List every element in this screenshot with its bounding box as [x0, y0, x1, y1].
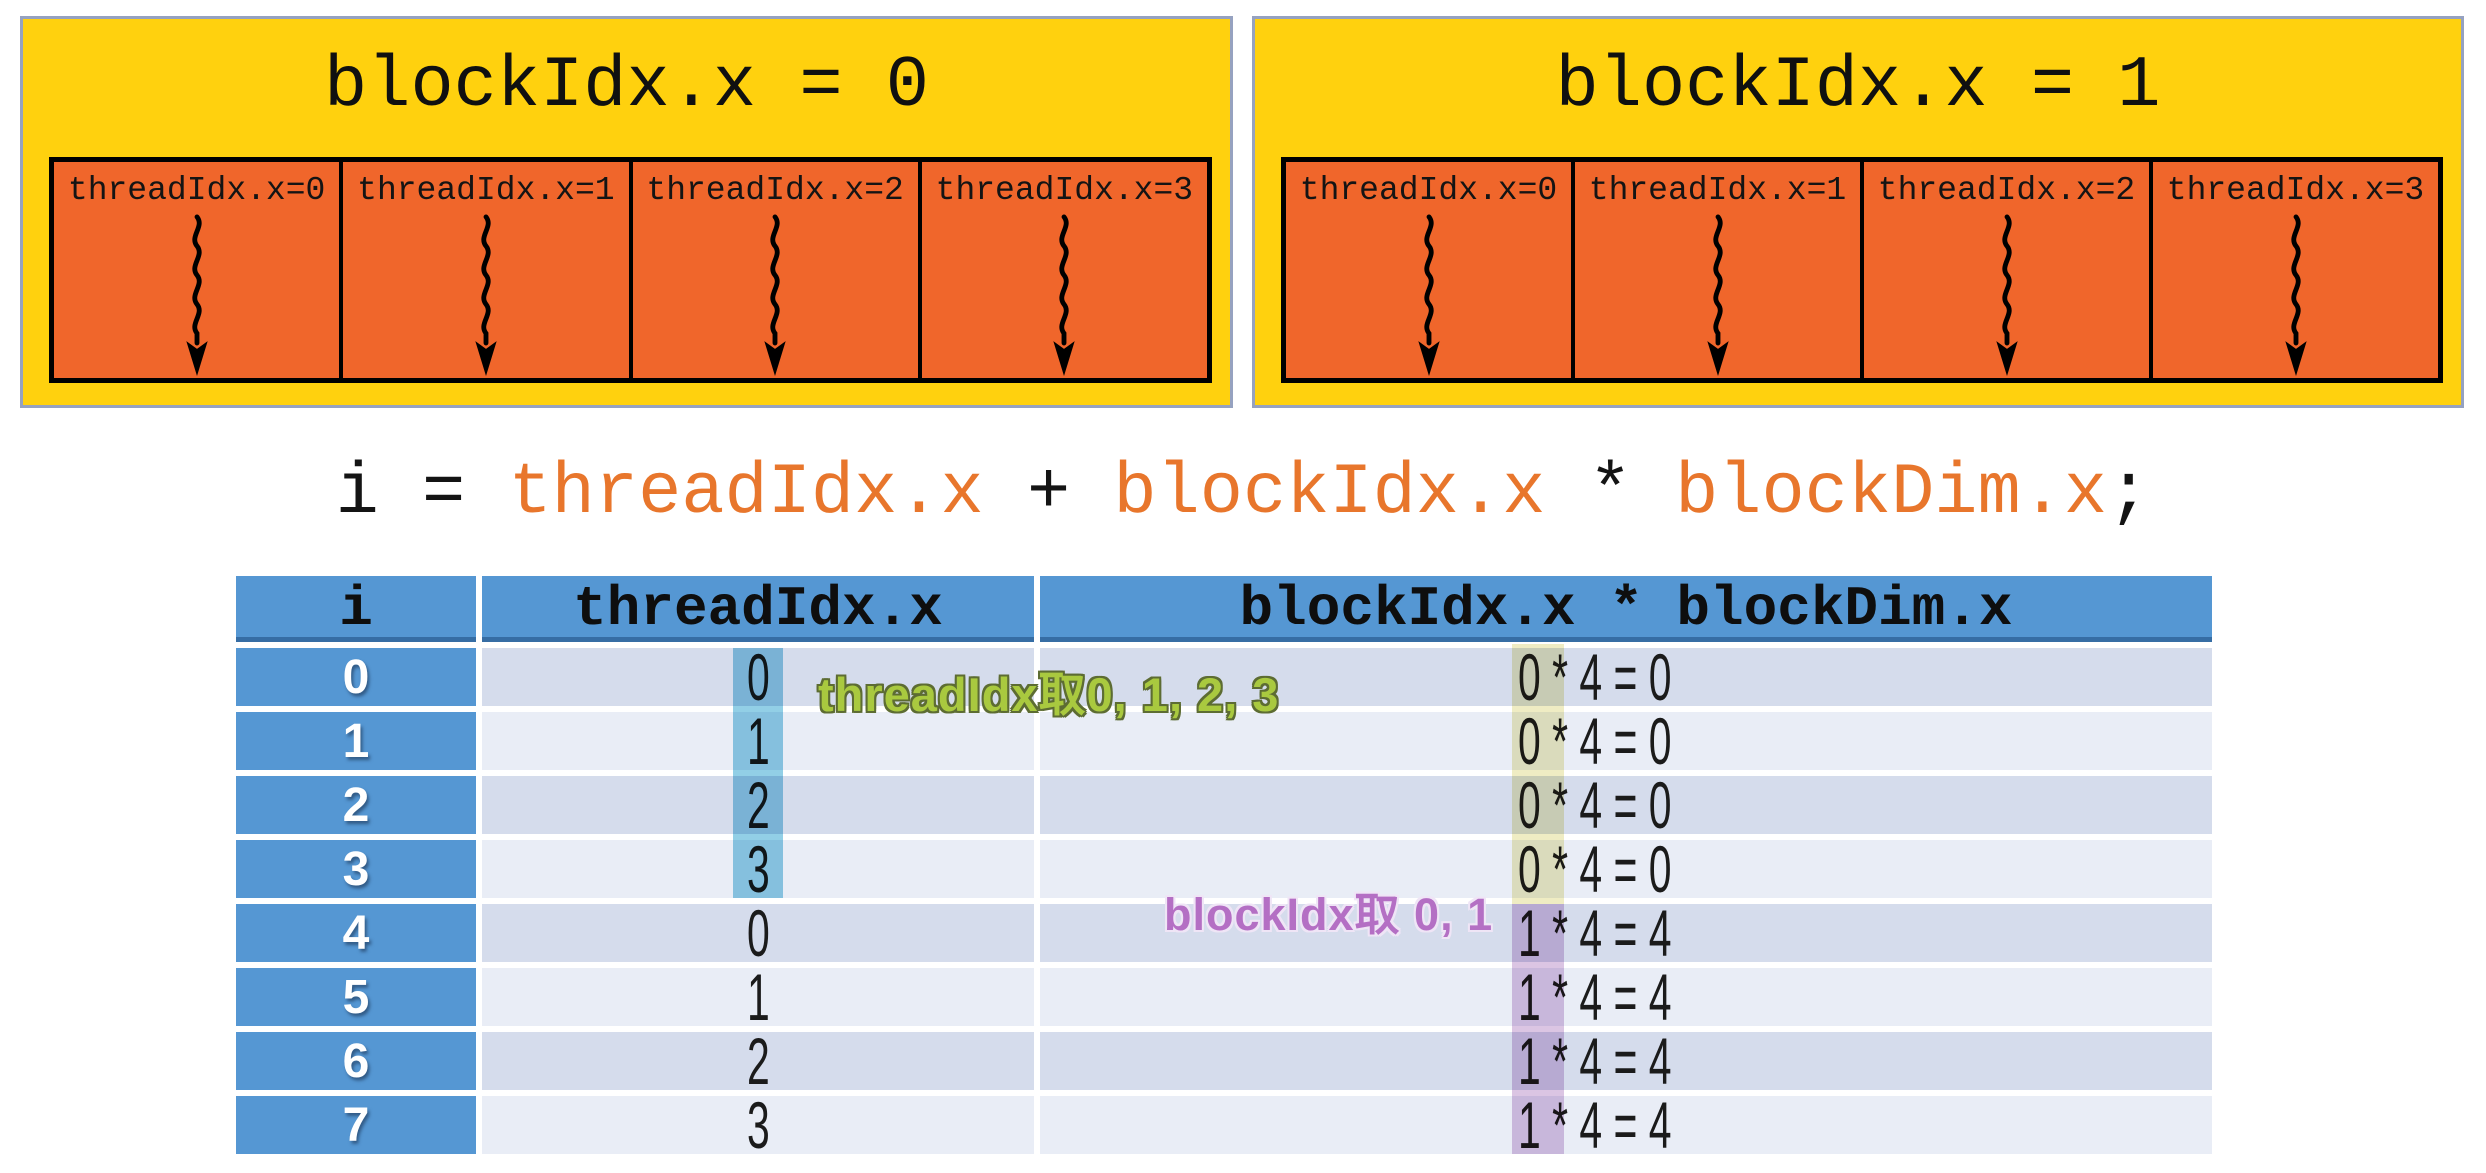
annotation-threadidx-note: threadIdx取0, 1, 2, 3	[818, 668, 1280, 721]
thread-label: threadIdx.x=2	[646, 172, 904, 209]
thread-label: threadIdx.x=3	[2166, 172, 2425, 209]
formula-part: i =	[335, 452, 509, 534]
header-cell-blockidx-blockdim: blockIdx.x * blockDim.x	[1040, 576, 2212, 642]
wavy-arrow-icon	[1706, 214, 1729, 377]
thread-grid-0: threadIdx.x=0 threadIdx.x=1 threadIdx.x=…	[49, 157, 1212, 383]
formula-part-blockidx: blockIdx.x	[1113, 452, 1546, 534]
i-cell: 7	[236, 1096, 476, 1154]
thread-label: threadIdx.x=2	[1877, 172, 2136, 209]
header-cell-threadidx: threadIdx.x	[482, 576, 1034, 642]
threadidx-cell: 3	[482, 1088, 1034, 1162]
wavy-arrow-icon	[475, 214, 497, 377]
i-cell: 6	[236, 1032, 476, 1090]
i-cell: 2	[236, 776, 476, 834]
block-panel-0: blockIdx.x = 0 threadIdx.x=0 threadIdx.x…	[20, 16, 1233, 408]
formula-part: *	[1545, 452, 1676, 534]
highlight-band-threadidx-values	[733, 648, 783, 898]
index-formula: i = threadIdx.x + blockIdx.x * blockDim.…	[0, 452, 2486, 534]
thread-cell: threadIdx.x=1	[343, 162, 633, 378]
header-cell-i: i	[236, 576, 476, 642]
expr-cell: 1 * 4 = 4	[1040, 1088, 2212, 1162]
wavy-arrow-icon	[1417, 214, 1440, 377]
i-cell: 1	[236, 712, 476, 770]
formula-part: +	[983, 452, 1114, 534]
thread-cell: threadIdx.x=2	[1864, 162, 2153, 378]
formula-part-blockdim: blockDim.x	[1675, 452, 2108, 534]
highlight-band-blockidx-0	[1512, 644, 1564, 904]
thread-label: threadIdx.x=1	[1588, 172, 1847, 209]
i-cell: 0	[236, 648, 476, 706]
thread-cell: threadIdx.x=2	[632, 162, 922, 378]
thread-cell: threadIdx.x=0	[54, 162, 344, 378]
annotation-blockidx-note: blockIdx取 0, 1	[1164, 889, 1494, 940]
thread-label: threadIdx.x=1	[357, 172, 615, 209]
expr-cell: 0 * 4 = 0	[1040, 768, 2212, 842]
thread-cell: threadIdx.x=1	[1575, 162, 1864, 378]
thread-cell: threadIdx.x=0	[1286, 162, 1575, 378]
i-cell: 4	[236, 904, 476, 962]
i-cell: 3	[236, 840, 476, 898]
expr-cell: 0 * 4 = 0	[1040, 832, 2212, 906]
threadidx-cell: 0	[482, 896, 1034, 970]
expr-cell: 1 * 4 = 4	[1040, 896, 2212, 970]
threadidx-cell: 1	[482, 960, 1034, 1034]
wavy-arrow-icon	[1995, 214, 2018, 377]
thread-label: threadIdx.x=0	[67, 172, 326, 209]
threadidx-cell: 2	[482, 1024, 1034, 1098]
expr-cell: 1 * 4 = 4	[1040, 960, 2212, 1034]
wavy-arrow-icon	[1053, 214, 1076, 377]
wavy-arrow-icon	[764, 214, 786, 377]
highlight-band-blockidx-1	[1512, 904, 1564, 1154]
formula-part-threadidx: threadIdx.x	[508, 452, 984, 534]
wavy-arrow-icon	[2284, 214, 2307, 377]
wavy-arrow-icon	[185, 214, 208, 377]
block-title-0: blockIdx.x = 0	[324, 45, 929, 127]
thread-cell: threadIdx.x=3	[921, 162, 1207, 378]
block-title-1: blockIdx.x = 1	[1555, 45, 2161, 127]
formula-part: ;	[2107, 452, 2151, 534]
expr-cell: 1 * 4 = 4	[1040, 1024, 2212, 1098]
block-panel-1: blockIdx.x = 1 threadIdx.x=0 threadIdx.x…	[1252, 16, 2464, 408]
i-cell: 5	[236, 968, 476, 1026]
thread-grid-1: threadIdx.x=0 threadIdx.x=1 threadIdx.x=…	[1281, 157, 2443, 383]
thread-cell: threadIdx.x=3	[2153, 162, 2438, 378]
thread-label: threadIdx.x=0	[1299, 172, 1558, 209]
mapping-table: i threadIdx.x blockIdx.x * blockDim.x 0 …	[236, 576, 2212, 1162]
thread-label: threadIdx.x=3	[935, 172, 1194, 209]
